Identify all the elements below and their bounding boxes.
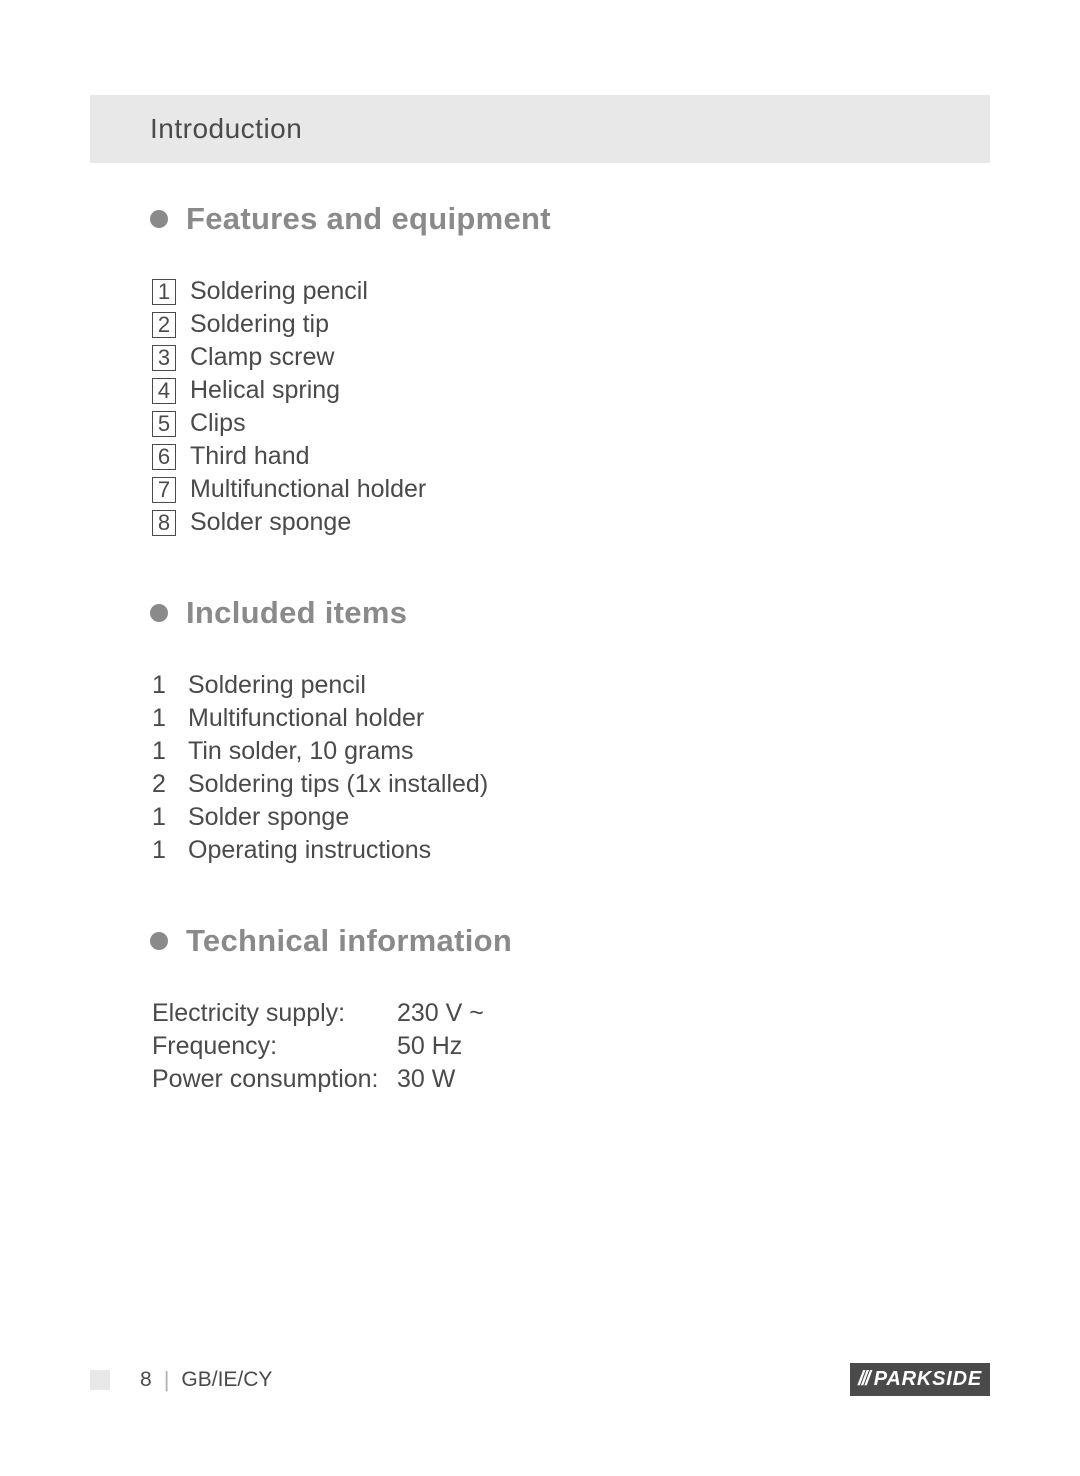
- tech-value: 30 W: [397, 1065, 455, 1094]
- number-box: 5: [152, 411, 176, 437]
- number-box: 8: [152, 510, 176, 536]
- feature-label: Multifunctional holder: [190, 475, 426, 504]
- brand-stripes-icon: ///: [858, 1368, 869, 1391]
- features-title: Features and equipment: [186, 201, 551, 237]
- included-item: 1 Multifunctional holder: [152, 704, 990, 733]
- technical-title: Technical information: [186, 923, 512, 959]
- technical-section: Technical information Electricity supply…: [90, 923, 990, 1094]
- included-label: Soldering pencil: [188, 671, 366, 700]
- page-title: Introduction: [150, 113, 990, 145]
- section-heading: Features and equipment: [150, 201, 990, 237]
- included-item: 1 Solder sponge: [152, 803, 990, 832]
- feature-item: 3 Clamp screw: [152, 343, 990, 372]
- number-box: 4: [152, 378, 176, 404]
- footer-left: 8 | GB/IE/CY: [90, 1367, 272, 1393]
- features-section: Features and equipment 1 Soldering penci…: [90, 201, 990, 537]
- included-count: 1: [152, 803, 188, 832]
- number-box: 6: [152, 444, 176, 470]
- included-count: 1: [152, 737, 188, 766]
- feature-item: 6 Third hand: [152, 442, 990, 471]
- included-label: Soldering tips (1x installed): [188, 770, 488, 799]
- feature-label: Soldering tip: [190, 310, 329, 339]
- features-list: 1 Soldering pencil 2 Soldering tip 3 Cla…: [150, 277, 990, 537]
- tech-label: Power consumption:: [152, 1065, 397, 1094]
- bullet-icon: [150, 210, 168, 228]
- number-box: 3: [152, 345, 176, 371]
- included-item: 1 Soldering pencil: [152, 671, 990, 700]
- number-box: 7: [152, 477, 176, 503]
- feature-label: Solder sponge: [190, 508, 351, 537]
- included-label: Operating instructions: [188, 836, 431, 865]
- tech-row: Frequency: 50 Hz: [152, 1032, 990, 1061]
- tech-value: 50 Hz: [397, 1032, 462, 1061]
- feature-item: 8 Solder sponge: [152, 508, 990, 537]
- number-box: 1: [152, 279, 176, 305]
- bullet-icon: [150, 604, 168, 622]
- included-item: 1 Operating instructions: [152, 836, 990, 865]
- section-heading: Technical information: [150, 923, 990, 959]
- feature-label: Clips: [190, 409, 246, 438]
- page-region: GB/IE/CY: [181, 1368, 272, 1392]
- feature-label: Clamp screw: [190, 343, 334, 372]
- bullet-icon: [150, 932, 168, 950]
- tech-row: Electricity supply: 230 V ~: [152, 999, 990, 1028]
- included-count: 1: [152, 836, 188, 865]
- feature-label: Third hand: [190, 442, 310, 471]
- included-label: Tin solder, 10 grams: [188, 737, 414, 766]
- brand-badge: /// PARKSIDE: [850, 1363, 990, 1396]
- feature-item: 4 Helical spring: [152, 376, 990, 405]
- tech-row: Power consumption: 30 W: [152, 1065, 990, 1094]
- included-count: 1: [152, 704, 188, 733]
- feature-label: Helical spring: [190, 376, 340, 405]
- footer: 8 | GB/IE/CY /// PARKSIDE: [0, 1363, 1080, 1396]
- feature-item: 5 Clips: [152, 409, 990, 438]
- tech-value: 230 V ~: [397, 999, 484, 1028]
- feature-item: 1 Soldering pencil: [152, 277, 990, 306]
- footer-divider: |: [164, 1367, 170, 1393]
- page-number: 8: [140, 1368, 152, 1392]
- included-count: 1: [152, 671, 188, 700]
- included-list: 1 Soldering pencil 1 Multifunctional hol…: [150, 671, 990, 865]
- brand-name: PARKSIDE: [874, 1368, 982, 1391]
- number-box: 2: [152, 312, 176, 338]
- feature-item: 2 Soldering tip: [152, 310, 990, 339]
- included-label: Solder sponge: [188, 803, 349, 832]
- included-title: Included items: [186, 595, 407, 631]
- included-label: Multifunctional holder: [188, 704, 424, 733]
- section-heading: Included items: [150, 595, 990, 631]
- included-item: 2 Soldering tips (1x installed): [152, 770, 990, 799]
- feature-label: Soldering pencil: [190, 277, 368, 306]
- tech-label: Frequency:: [152, 1032, 397, 1061]
- feature-item: 7 Multifunctional holder: [152, 475, 990, 504]
- page-container: Introduction Features and equipment 1 So…: [0, 0, 1080, 1094]
- footer-box-icon: [90, 1370, 110, 1390]
- included-section: Included items 1 Soldering pencil 1 Mult…: [90, 595, 990, 865]
- tech-label: Electricity supply:: [152, 999, 397, 1028]
- technical-table: Electricity supply: 230 V ~ Frequency: 5…: [150, 999, 990, 1094]
- included-count: 2: [152, 770, 188, 799]
- included-item: 1 Tin solder, 10 grams: [152, 737, 990, 766]
- header-bar: Introduction: [90, 95, 990, 163]
